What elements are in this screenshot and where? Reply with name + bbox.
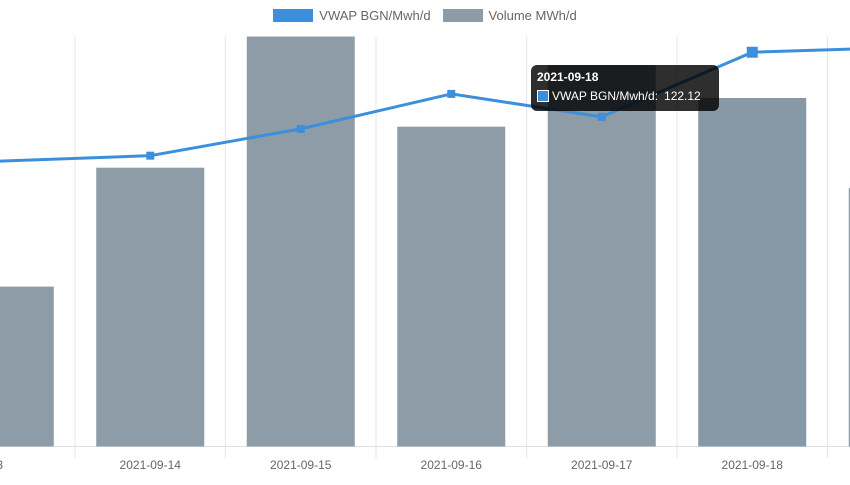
legend-label-volume: Volume MWh/d	[488, 8, 577, 23]
tooltip-title: 2021-09-18	[537, 70, 599, 84]
bar	[246, 36, 355, 447]
tooltip-swatch	[537, 90, 549, 102]
tooltip-row: VWAP BGN/Mwh/d: 122.12	[537, 87, 713, 105]
vwap-point	[447, 89, 456, 98]
legend-item-vwap[interactable]: VWAP BGN/Mwh/d	[273, 8, 431, 23]
x-tick-label: 3	[0, 458, 3, 472]
x-tick-label: 2021-09-15	[270, 458, 332, 472]
vwap-point	[146, 151, 155, 160]
bar	[397, 126, 506, 447]
vwap-point	[597, 112, 606, 121]
tooltip-value: 122.12	[664, 89, 701, 103]
tooltip-series-label: VWAP BGN/Mwh/d:	[552, 89, 659, 103]
vwap-point	[746, 46, 758, 58]
x-tick-label: 2021-09-18	[722, 458, 784, 472]
legend-item-volume[interactable]: Volume MWh/d	[442, 8, 577, 23]
legend-swatch-vwap	[273, 9, 314, 22]
x-tick-label: 2021-09-17	[571, 458, 633, 472]
bar	[698, 98, 807, 447]
bar	[848, 188, 850, 447]
legend-label-vwap: VWAP BGN/Mwh/d	[319, 8, 431, 23]
x-tick-label: 2021-09-16	[421, 458, 483, 472]
bar	[0, 286, 54, 447]
tooltip: 2021-09-18 VWAP BGN/Mwh/d: 122.12	[531, 65, 719, 111]
bar	[547, 65, 656, 447]
legend: VWAP BGN/Mwh/d Volume MWh/d	[0, 8, 850, 23]
legend-swatch-volume	[442, 9, 483, 22]
x-tick-label: 2021-09-14	[120, 458, 182, 472]
vwap-point	[296, 124, 305, 133]
bar	[96, 167, 205, 447]
